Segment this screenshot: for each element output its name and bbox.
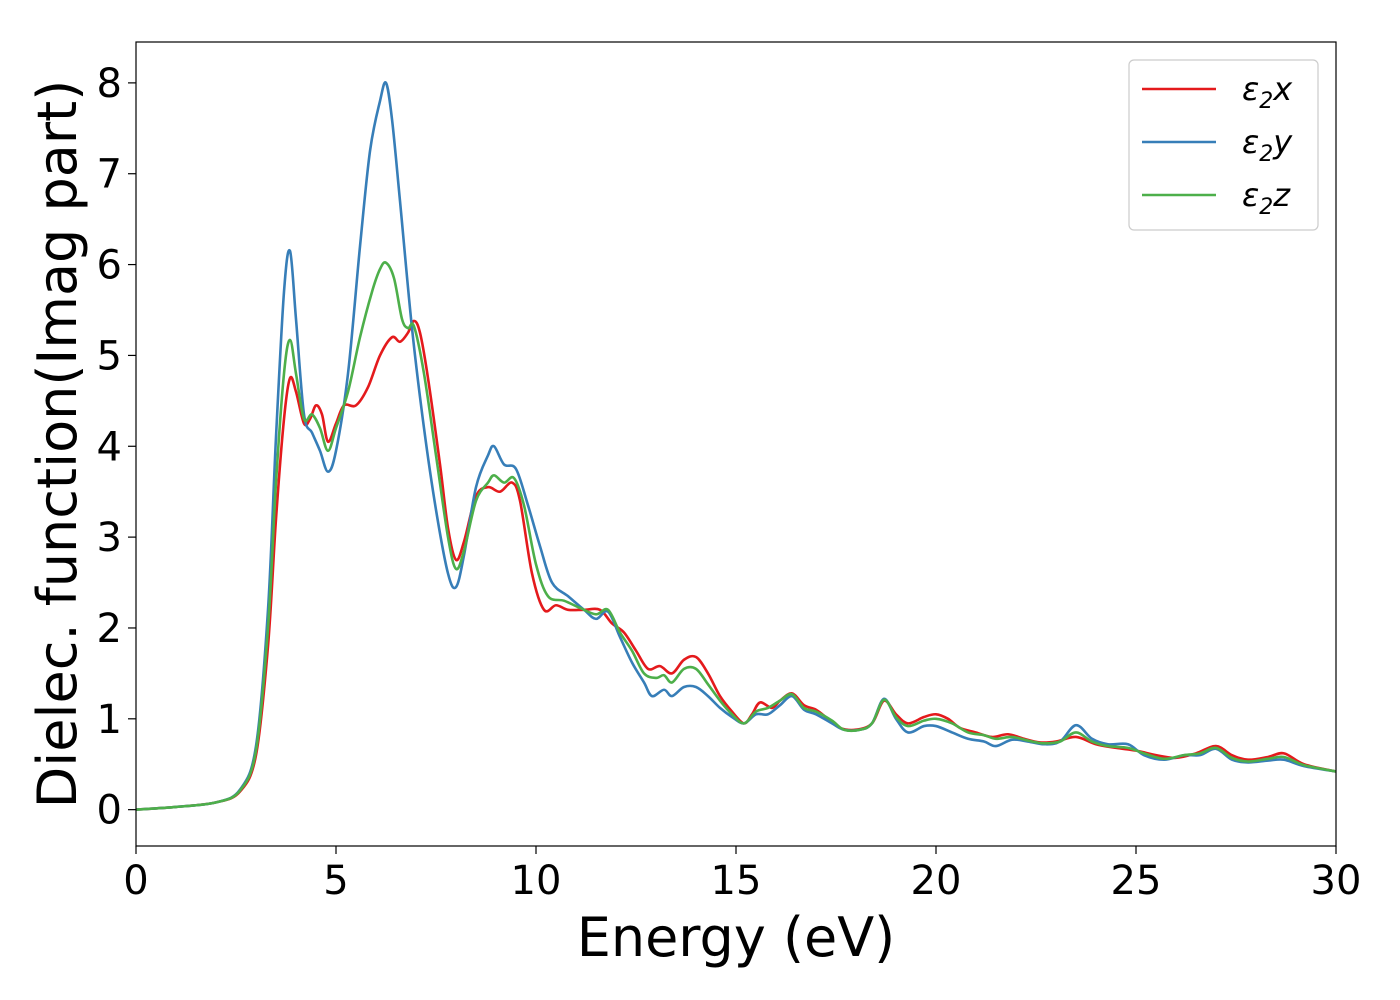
x-tick-label: 30 bbox=[1311, 858, 1362, 904]
series-line-x bbox=[135, 319, 1337, 811]
x-tick-label: 20 bbox=[911, 858, 962, 904]
series-line-z bbox=[135, 261, 1337, 811]
y-axis-ticks: 0 1 2 3 4 5 6 7 8 bbox=[97, 61, 136, 834]
legend: ε2x ε2y ε2z bbox=[1128, 59, 1319, 231]
x-tick-label: 15 bbox=[711, 858, 762, 904]
legend-box bbox=[1128, 59, 1319, 231]
legend-label-z: ε2z bbox=[1242, 176, 1291, 220]
y-tick-label: 1 bbox=[97, 697, 122, 743]
x-tick-label: 5 bbox=[323, 858, 348, 904]
y-tick-label: 6 bbox=[97, 243, 122, 289]
y-tick-label: 7 bbox=[97, 152, 122, 198]
y-axis-title: Dielec. function(Imag part) bbox=[26, 80, 89, 809]
x-tick-label: 10 bbox=[511, 858, 562, 904]
y-tick-label: 3 bbox=[97, 515, 122, 561]
y-tick-label: 5 bbox=[97, 333, 122, 379]
legend-label-y: ε2y bbox=[1242, 123, 1293, 167]
y-tick-label: 0 bbox=[97, 788, 122, 834]
y-tick-label: 2 bbox=[97, 606, 122, 652]
y-tick-label: 4 bbox=[97, 424, 122, 470]
x-axis-ticks: 0 5 10 15 20 25 30 bbox=[123, 846, 1361, 904]
x-tick-label: 25 bbox=[1111, 858, 1162, 904]
legend-label-x: ε2x bbox=[1242, 70, 1293, 114]
x-axis-title: Energy (eV) bbox=[577, 906, 896, 969]
plot-curves bbox=[135, 81, 1337, 811]
y-tick-label: 8 bbox=[97, 61, 122, 107]
x-tick-label: 0 bbox=[123, 858, 148, 904]
